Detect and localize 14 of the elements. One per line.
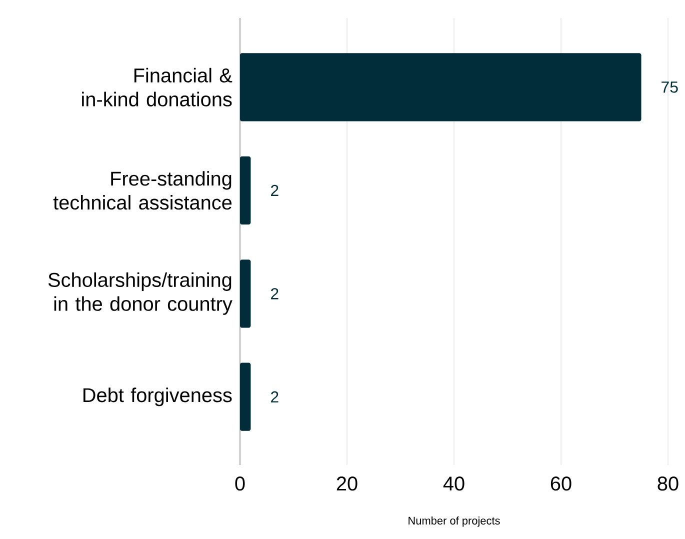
x-tick-label: 40 (443, 476, 464, 491)
x-axis-title: Number of projects (408, 516, 500, 527)
data-label: 2 (271, 288, 278, 300)
x-tick-label: 20 (336, 476, 358, 491)
y-tick-label: Financial & in-kind donations (82, 68, 232, 106)
x-tick-label: 80 (658, 476, 678, 491)
y-tick-label: Debt forgiveness (83, 388, 232, 406)
x-tick-label: 60 (550, 476, 572, 491)
data-label: 75 (662, 82, 678, 93)
y-tick-label: Scholarships/training in the donor country (48, 272, 232, 315)
data-label: 2 (271, 391, 278, 402)
x-tick-label: 0 (235, 476, 245, 491)
y-tick-label: Free-standing technical assistance (53, 171, 232, 210)
data-label: 2 (271, 184, 278, 196)
